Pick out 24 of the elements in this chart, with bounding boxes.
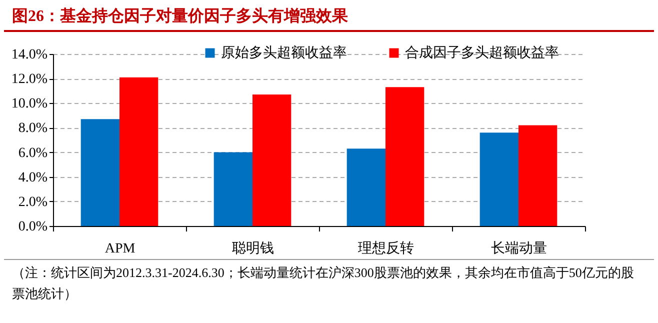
y-tick-label: 0.0% xyxy=(18,220,48,234)
bar xyxy=(214,152,252,226)
y-tick-label: 2.0% xyxy=(18,194,48,210)
y-tick-label: 8.0% xyxy=(18,121,48,136)
bar xyxy=(252,94,292,226)
x-tick-label: 长端动量 xyxy=(491,240,547,256)
x-tick-label: 理想反转 xyxy=(358,240,414,256)
y-tick-label: 6.0% xyxy=(18,146,48,161)
y-tick-label: 14.0% xyxy=(11,48,48,62)
bar xyxy=(480,132,518,226)
y-tick-label: 10.0% xyxy=(11,96,48,112)
y-tick-label: 12.0% xyxy=(11,72,48,88)
legend-label: 原始多头超额收益率 xyxy=(221,45,347,61)
y-tick-label: 4.0% xyxy=(18,170,48,186)
chart-title: 图26：基金持仓因子对量价因子多头有增强效果 xyxy=(4,0,654,32)
bar xyxy=(80,119,120,226)
bar xyxy=(346,148,386,226)
bar xyxy=(120,77,158,226)
text: （注：统计区间为2012.3.31-2024.6.30；长端动量统计在沪深300股票池的效果，其余均在市值高于50亿元的股票池统计） xyxy=(4,259,654,306)
legend-label: 合成因子多头超额收益率 xyxy=(405,45,559,61)
x-tick-label: 聪明钱 xyxy=(232,240,274,256)
x-tick-label: APM xyxy=(104,242,136,256)
bar xyxy=(518,125,558,226)
bar xyxy=(386,87,424,226)
